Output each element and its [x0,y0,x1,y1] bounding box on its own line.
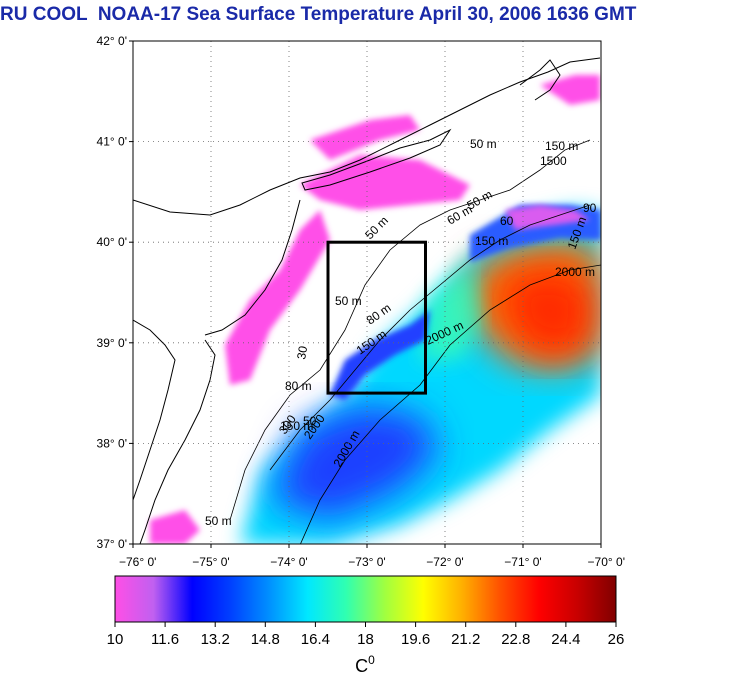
longitude-labels: −76° 0' −75° 0' −74° 0' −73° 0' −72° 0' −71° … [119,544,625,569]
contour-label: 150 m [280,419,313,433]
colorbar-tick-label: 26 [608,631,625,648]
longitude-label: −71° 0' [504,555,541,569]
colorbar-tick-label: 10 [107,631,124,648]
latitude-label: 42° 0' [97,34,127,48]
sst-nearshore-magenta [300,155,470,210]
longitude-label: −72° 0' [426,555,463,569]
study-area-box [326,240,427,395]
coastline-cape-cod [519,59,561,101]
latitude-label: 39° 0' [97,336,127,350]
colorbar-tick-label: 22.8 [501,631,530,648]
sst-box-blue-edge [330,310,430,400]
latitude-label: 41° 0' [97,135,127,149]
colorbar-unit: C0 [355,653,375,676]
contour-label: 50 m [335,294,362,308]
colorbar-tick-label: 19.6 [401,631,430,648]
latitude-label: 38° 0' [97,436,127,450]
latitude-labels: 42° 0' 41° 0' 40° 0' 39° 0' 38° 0' 37° 0' [97,34,133,551]
latitude-label: 40° 0' [97,235,127,249]
colorbar-tick-label: 16.4 [301,631,330,648]
coastline-delmarva [139,339,216,544]
longitude-label: −75° 0' [192,555,229,569]
colorbar-ramp [114,575,617,623]
colorbar-tick-label: 21.2 [451,631,480,648]
coastline-nj [204,199,301,336]
sst-shore-magenta-nj [225,210,330,385]
colorbar: 10 11.6 13.2 14.8 16.4 18 19.6 21.2 22.8 24.4 26 C… [107,575,625,676]
contour-label: 50 m [205,514,232,528]
longitude-label: −73° 0' [348,555,385,569]
latitude-label: 37° 0' [97,537,127,551]
contour-label: 30 [294,345,310,361]
longitude-label: −76° 0' [119,555,156,569]
colorbar-tick-label: 11.6 [151,631,179,648]
sst-coldest-patch [270,405,440,520]
contour-label: 50 [303,414,317,428]
contour-label: 150 m [545,139,578,153]
chart-title: RU COOL NOAA-17 Sea Surface Temperature … [0,4,637,25]
map-grid [133,41,601,544]
colorbar-ticks: 10 11.6 13.2 14.8 16.4 18 19.6 21.2 22.8 24.4 26 [107,622,625,648]
colorbar-tick-label: 13.2 [201,631,230,648]
longitude-label: −74° 0' [270,555,307,569]
coastline-mainland [133,57,601,216]
coastline [133,57,601,544]
contour-label: 60 [500,214,514,228]
colorbar-tick-label: 24.4 [551,631,580,648]
contour-label: 50 m [470,137,497,151]
longitude-label: −70° 0' [588,555,625,569]
sst-li-sound-magenta [310,115,420,160]
contour-50m [229,139,591,521]
sst-south-magenta [150,510,200,544]
colorbar-tick-label: 14.8 [251,631,280,648]
contour-label: 2000 m [555,265,595,279]
coastline-long-island [301,128,452,191]
map-panel: 50 m 50 m 50 m 50 m 50 m 60 m 80 m 80 m … [133,41,601,544]
contour-label: 150 m [475,234,508,248]
contour-label: 90 [583,201,597,215]
colorbar-tick-label: 18 [357,631,374,648]
coastline-chesapeake [133,319,176,501]
contour-label: 1500 [540,154,567,168]
sst-transition-band [420,265,480,360]
contour-label: 80 m [285,379,312,393]
sst-shelfbreak-magenta [505,205,590,230]
contour-2000m [300,264,601,544]
